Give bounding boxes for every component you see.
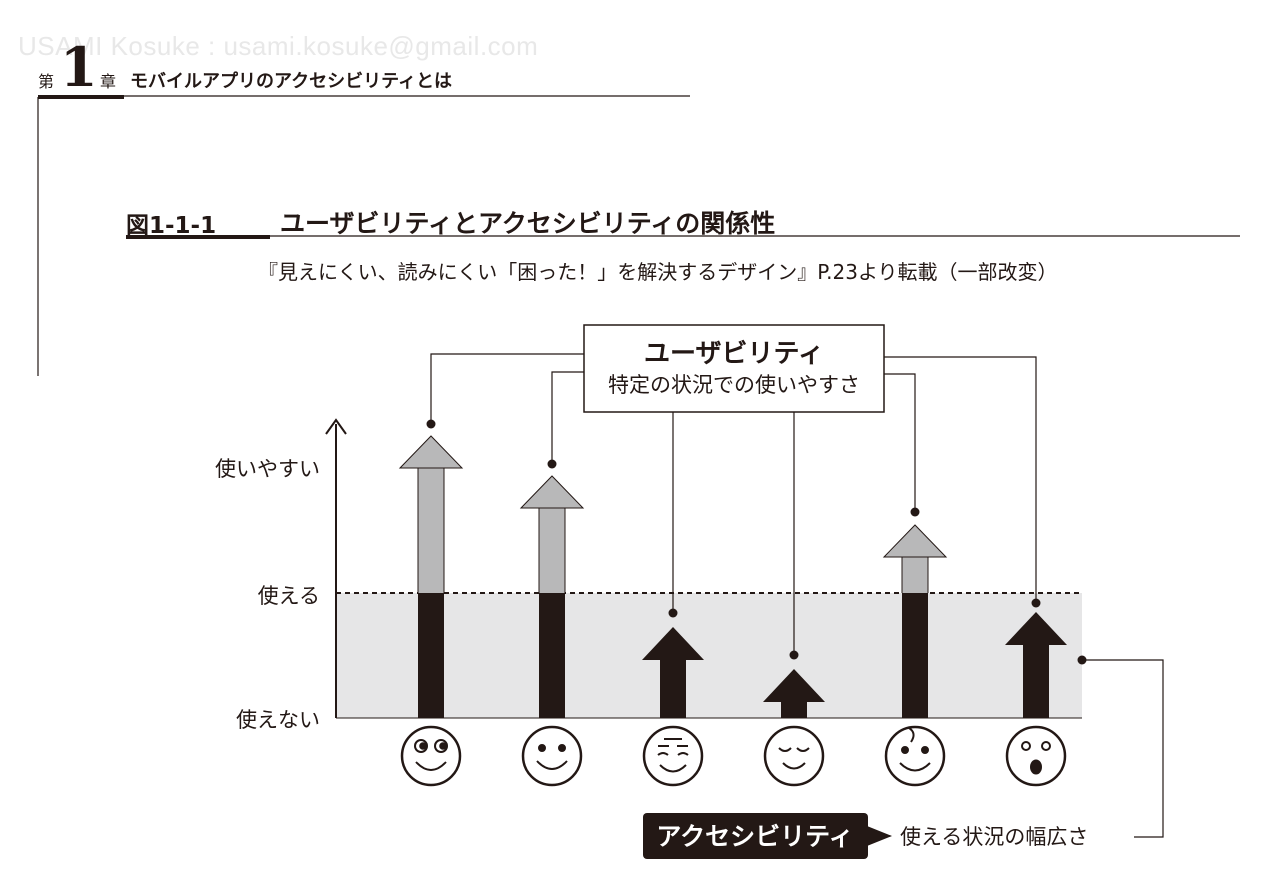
arrow-3 (642, 627, 704, 718)
squinting-face (642, 725, 704, 787)
wide-eyed-smile-face (400, 725, 462, 787)
chapter-prefix: 第 (38, 72, 55, 91)
usability-title: ユーザビリティ (644, 339, 824, 369)
accessibility-bracket (1082, 659, 1164, 838)
accessibility-tag (643, 813, 868, 859)
usability-subtitle: 特定の状況での使いやすさ (608, 373, 860, 397)
y-label-mid: 使える (258, 584, 320, 608)
accessibility-description: 使える状況の幅広さ (900, 825, 1088, 849)
y-axis-arrowhead (325, 418, 347, 435)
chapter-number: 1 (60, 35, 98, 99)
surprised-face (1005, 725, 1067, 787)
smile-face (521, 725, 583, 787)
sweating-face (884, 725, 946, 787)
figure-label: 図1-1-1 (126, 213, 217, 239)
arrow-5 (882, 524, 948, 718)
arrow-1 (398, 435, 464, 718)
usability-connectors (430, 353, 1037, 655)
arrow-4 (763, 669, 825, 718)
accessibility-tag-label: アクセシビリティ (656, 822, 853, 851)
accessibility-tag-pointer (867, 826, 892, 846)
usable-band (336, 593, 1082, 718)
sleepy-face (763, 725, 825, 787)
watermark: USAMI Kosuke : usami.kosuke@gmail.com (18, 31, 539, 61)
chapter-title: モバイルアプリのアクセシビリティとは (130, 71, 453, 92)
figure-title: ユーザビリティとアクセシビリティの関係性 (280, 209, 776, 238)
arrow-6 (1005, 612, 1067, 718)
y-label-low: 使えない (236, 708, 320, 732)
usability-box (583, 324, 885, 413)
figure-source: 『見えにくい、読みにくい「困った！」を解決するデザイン』P.23より転載（一部改… (258, 260, 1058, 284)
y-label-high: 使いやすい (215, 457, 320, 481)
connector-dots (426, 419, 1041, 660)
chapter-suffix: 章 (100, 72, 117, 91)
arrow-2 (519, 475, 585, 718)
